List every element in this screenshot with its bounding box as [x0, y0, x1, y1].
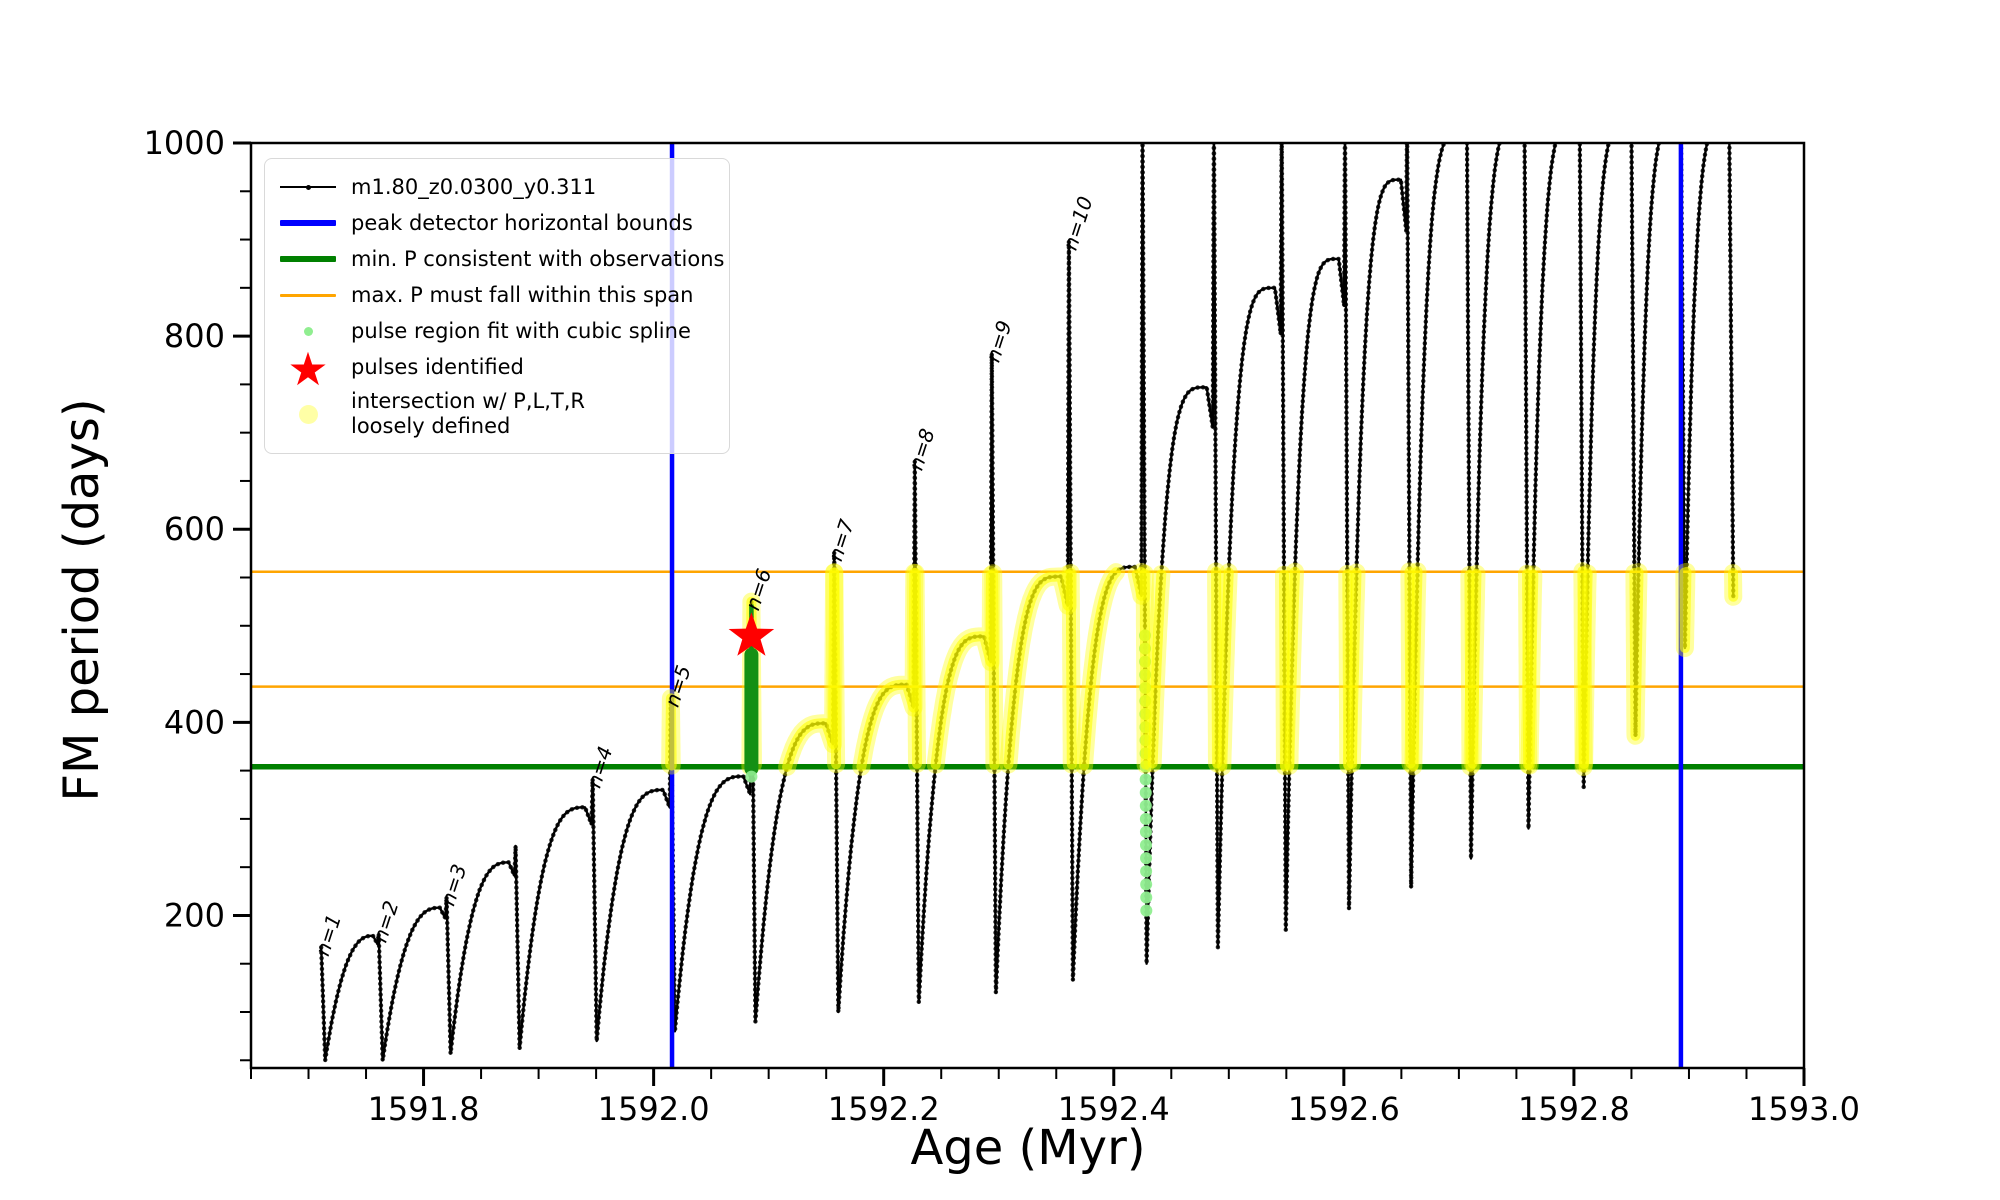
x-tick-label: 1592.4 — [1058, 1090, 1170, 1128]
orange-line-icon — [279, 277, 337, 313]
x-tick-label: 1592.8 — [1518, 1090, 1630, 1128]
legend-label: peak detector horizontal bounds — [351, 210, 693, 235]
legend-item-pulses: ★ pulses identified — [279, 342, 717, 396]
legend-label: max. P must fall within this span — [351, 282, 694, 307]
red-star-icon: ★ — [287, 342, 329, 396]
legend-label: min. P consistent with observations — [351, 246, 725, 271]
legend-label: m1.80_z0.0300_y0.311 — [351, 174, 597, 199]
y-tick-label: 1000 — [144, 124, 225, 162]
legend-label: intersection w/ P,L,T,R loosely defined — [351, 389, 585, 438]
y-tick-label: 400 — [164, 703, 225, 741]
legend-item-spline: pulse region fit with cubic spline — [279, 313, 717, 349]
x-tick-label: 1592.6 — [1288, 1090, 1400, 1128]
x-axis-title: Age (Myr) — [910, 1120, 1146, 1176]
pulse-label: n=4 — [582, 743, 618, 791]
x-tick-label: 1592.2 — [828, 1090, 940, 1128]
pulse-label: n=2 — [368, 898, 404, 946]
legend-label: pulse region fit with cubic spline — [351, 318, 691, 343]
axes-frame — [249, 141, 1806, 1070]
pulse-label: n=9 — [981, 318, 1017, 366]
series-line-dot-icon — [279, 169, 337, 205]
x-tick-label: 1592.0 — [598, 1090, 710, 1128]
pulse-label: n=10 — [1058, 193, 1098, 253]
yellow-intersection-markers — [661, 562, 1743, 776]
x-tick-label: 1591.8 — [368, 1090, 480, 1128]
y-axis-title: FM period (days) — [54, 398, 110, 802]
legend-item-min-p: min. P consistent with observations — [279, 241, 724, 277]
palegreen-dot-icon — [279, 313, 337, 349]
legend-item-series: m1.80_z0.0300_y0.311 — [279, 169, 717, 205]
data-layer — [251, 143, 1804, 1068]
palegreen-base-dot — [745, 770, 758, 783]
blue-line-icon — [279, 205, 337, 241]
y-tick-label: 600 — [164, 510, 225, 548]
x-tick-label: 1593.0 — [1748, 1090, 1860, 1128]
legend-box: m1.80_z0.0300_y0.311 peak detector horiz… — [264, 158, 730, 454]
legend-item-max-p: max. P must fall within this span — [279, 277, 717, 313]
pulse-star-marker — [728, 612, 775, 656]
green-line-icon — [279, 241, 337, 277]
pulse-label: n=1 — [310, 911, 346, 959]
legend-item-intersection: intersection w/ P,L,T,R loosely defined — [279, 385, 717, 443]
pulse-label: n=7 — [823, 516, 859, 564]
pulse-label: n=3 — [436, 861, 472, 909]
y-tick-label: 200 — [164, 896, 225, 934]
pulse-label: n=5 — [660, 662, 696, 710]
pulse-label: n=8 — [904, 426, 940, 474]
y-tick-label: 800 — [164, 317, 225, 355]
legend-label: pulses identified — [351, 354, 524, 379]
yellow-circle-icon — [279, 396, 337, 432]
axis-ticks: 1591.8 1592.0 1592.2 1592.4 1592.6 1592.8 1593… — [144, 124, 1860, 1128]
legend-item-peak-bounds: peak detector horizontal bounds — [279, 205, 717, 241]
